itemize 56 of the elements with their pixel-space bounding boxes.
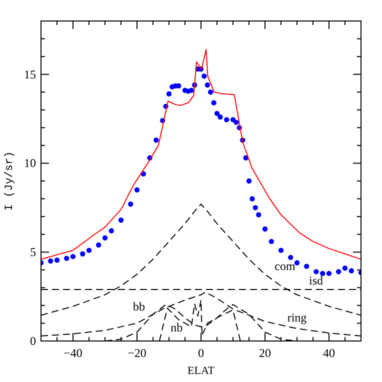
point [128,202,134,207]
point [234,120,239,125]
point [118,218,124,223]
point [208,90,214,95]
x-tick-label: 20 [259,346,271,360]
point [202,74,207,79]
point [348,268,354,274]
x-tick-label: 40 [323,346,335,360]
point [262,226,268,232]
point [70,254,76,260]
point [304,264,310,269]
series-label: bb [133,299,145,314]
point [214,110,220,116]
point [342,266,348,271]
point [278,248,284,253]
point [96,242,102,248]
x-tick-label: 0 [198,346,204,360]
series-label: isd [308,273,324,288]
point [80,251,86,256]
y-axis-title: I (Jy/sr) [4,151,16,211]
x-tick-label: −40 [64,346,82,360]
point [288,254,294,260]
point [211,100,216,106]
point [326,270,332,276]
point [268,238,274,244]
point [102,235,108,240]
point [134,187,140,192]
x-tick-label: −20 [128,346,146,360]
point [64,256,70,261]
point [108,228,114,234]
point [314,269,319,274]
point [54,258,60,263]
point [252,205,258,210]
series-label: com [274,258,296,273]
point [294,260,300,266]
point [246,178,252,184]
y-tick-label: 10 [24,156,36,170]
y-tick-label: 0 [30,334,36,348]
point [166,91,172,96]
x-axis-title: ELAT [188,365,215,377]
point [320,270,326,276]
y-tick-label: 5 [30,245,36,260]
point [250,196,255,202]
point [224,117,230,122]
y-tick-label: 15 [24,67,36,82]
point [154,138,159,143]
point [176,83,182,88]
point [336,269,342,274]
point [204,82,210,88]
point [188,88,194,93]
point [48,258,54,264]
point [86,248,92,253]
series-label: ring [287,310,307,325]
series-label: nb [170,320,183,335]
point [218,114,223,120]
point [256,212,262,218]
